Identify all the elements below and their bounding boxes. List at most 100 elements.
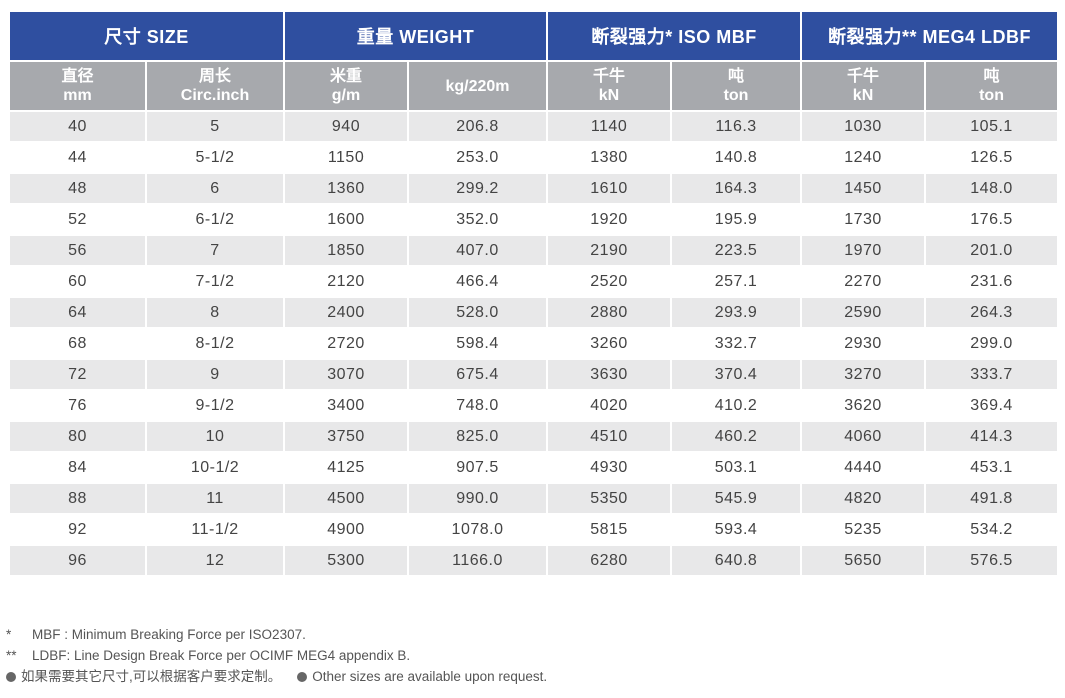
subheader-line2: mm	[63, 87, 92, 104]
subheader-line1: 千牛	[593, 68, 626, 85]
table-row: 44 5-1/2 1150 253.0 1380 140.8 1240 126.5	[8, 141, 1060, 174]
cell-weight-kg220m: 407.0	[407, 234, 549, 267]
cell-ldbf-kn: 4440	[800, 451, 927, 484]
cell-mbf-ton: 140.8	[670, 141, 803, 174]
cell-circumference: 9-1/2	[144, 389, 286, 422]
cell-mbf-ton: 116.3	[670, 110, 803, 143]
subheader-line1: 周长	[199, 68, 232, 85]
cell-mbf-kn: 1140	[546, 110, 673, 143]
cell-diameter: 68	[8, 327, 147, 360]
cell-ldbf-kn: 2590	[800, 296, 927, 329]
footnote-text: MBF : Minimum Breaking Force per ISO2307…	[32, 627, 306, 642]
table-row: 48 6 1360 299.2 1610 164.3 1450 148.0	[8, 172, 1060, 205]
cell-circumference: 11	[144, 482, 286, 515]
subheader-weight-kg220m: kg/220m	[407, 60, 549, 112]
cell-ldbf-ton: 369.4	[924, 389, 1060, 422]
cell-diameter: 96	[8, 544, 147, 577]
table-row: 84 10-1/2 4125 907.5 4930 503.1 4440 453.1	[8, 451, 1060, 484]
cell-mbf-kn: 1380	[546, 141, 673, 174]
cell-ldbf-ton: 299.0	[924, 327, 1060, 360]
cell-ldbf-kn: 3270	[800, 358, 927, 391]
cell-ldbf-kn: 1450	[800, 172, 927, 205]
cell-circumference: 10-1/2	[144, 451, 286, 484]
footnote-marker: *	[6, 627, 12, 642]
cell-weight-gm: 2400	[283, 296, 410, 329]
footnote-text: LDBF: Line Design Break Force per OCIMF …	[32, 648, 411, 663]
cell-mbf-ton: 593.4	[670, 513, 803, 546]
cell-ldbf-ton: 176.5	[924, 203, 1060, 236]
cell-ldbf-kn: 2270	[800, 265, 927, 298]
cell-circumference: 5	[144, 110, 286, 143]
subheader-diameter: 直径 mm	[8, 60, 147, 112]
cell-ldbf-ton: 414.3	[924, 420, 1060, 453]
cell-mbf-ton: 223.5	[670, 234, 803, 267]
cell-weight-gm: 3070	[283, 358, 410, 391]
subheader-line1: 直径	[61, 68, 94, 85]
rope-spec-table: 尺寸 SIZE 重量 WEIGHT 断裂强力* ISO MBF 断裂强力** M…	[7, 10, 1060, 577]
cell-circumference: 8-1/2	[144, 327, 286, 360]
cell-ldbf-ton: 534.2	[924, 513, 1060, 546]
sizes-note-cn: 如果需要其它尺寸,可以根据客户要求定制。	[21, 669, 282, 684]
sub-header-row: 直径 mm 周长 Circ.inch 米重 g/m kg/220m 千牛 kN 吨 ton…	[8, 60, 1060, 112]
subheader-circumference: 周长 Circ.inch	[144, 60, 286, 112]
cell-weight-gm: 4900	[283, 513, 410, 546]
cell-mbf-kn: 2520	[546, 265, 673, 298]
cell-weight-kg220m: 1078.0	[407, 513, 549, 546]
cell-circumference: 8	[144, 296, 286, 329]
cell-ldbf-ton: 576.5	[924, 544, 1060, 577]
cell-ldbf-kn: 2930	[800, 327, 927, 360]
cell-mbf-kn: 5350	[546, 482, 673, 515]
cell-ldbf-kn: 5650	[800, 544, 927, 577]
bullet-icon	[6, 672, 16, 682]
cell-circumference: 7	[144, 234, 286, 267]
spec-table-container: 尺寸 SIZE 重量 WEIGHT 断裂强力* ISO MBF 断裂强力** M…	[7, 10, 1060, 577]
header-iso-mbf: 断裂强力* ISO MBF	[546, 10, 803, 62]
cell-mbf-kn: 5815	[546, 513, 673, 546]
cell-diameter: 80	[8, 420, 147, 453]
cell-weight-kg220m: 598.4	[407, 327, 549, 360]
cell-ldbf-ton: 201.0	[924, 234, 1060, 267]
subheader-line1: 吨	[728, 68, 745, 85]
group-header-row: 尺寸 SIZE 重量 WEIGHT 断裂强力* ISO MBF 断裂强力** M…	[7, 10, 1060, 62]
cell-mbf-kn: 1920	[546, 203, 673, 236]
cell-ldbf-kn: 3620	[800, 389, 927, 422]
cell-weight-gm: 1600	[283, 203, 410, 236]
bullet-icon	[297, 672, 308, 682]
table-row: 52 6-1/2 1600 352.0 1920 195.9 1730 176.5	[8, 203, 1060, 236]
cell-ldbf-kn: 1240	[800, 141, 927, 174]
subheader-mbf-ton: 吨 ton	[670, 60, 803, 112]
cell-mbf-ton: 332.7	[670, 327, 803, 360]
cell-diameter: 88	[8, 482, 147, 515]
cell-weight-gm: 5300	[283, 544, 410, 577]
table-row: 68 8-1/2 2720 598.4 3260 332.7 2930 299.0	[8, 327, 1060, 360]
cell-mbf-ton: 640.8	[670, 544, 803, 577]
cell-mbf-kn: 3630	[546, 358, 673, 391]
cell-ldbf-kn: 4060	[800, 420, 927, 453]
cell-weight-gm: 1150	[283, 141, 410, 174]
footnote-mbf: * MBF : Minimum Breaking Force per ISO230…	[6, 624, 547, 645]
cell-ldbf-ton: 105.1	[924, 110, 1060, 143]
table-body: 40 5 940 206.8 1140 116.3 1030 105.1 44 5-1/2 1150…	[8, 110, 1060, 577]
cell-mbf-kn: 6280	[546, 544, 673, 577]
subheader-line2: ton	[979, 87, 1004, 104]
cell-weight-gm: 1360	[283, 172, 410, 205]
table-row: 80 10 3750 825.0 4510 460.2 4060 414.3	[8, 420, 1060, 453]
table-row: 40 5 940 206.8 1140 116.3 1030 105.1	[8, 110, 1060, 143]
table-row: 76 9-1/2 3400 748.0 4020 410.2 3620 369.4	[8, 389, 1060, 422]
subheader-ldbf-ton: 吨 ton	[924, 60, 1060, 112]
cell-ldbf-ton: 148.0	[924, 172, 1060, 205]
header-size: 尺寸 SIZE	[7, 10, 286, 62]
header-weight: 重量 WEIGHT	[283, 10, 549, 62]
cell-mbf-ton: 195.9	[670, 203, 803, 236]
cell-diameter: 92	[8, 513, 147, 546]
cell-mbf-kn: 3260	[546, 327, 673, 360]
cell-ldbf-ton: 231.6	[924, 265, 1060, 298]
footnote-marker: **	[6, 648, 17, 663]
cell-ldbf-ton: 453.1	[924, 451, 1060, 484]
subheader-line1: 千牛	[847, 68, 880, 85]
cell-mbf-ton: 370.4	[670, 358, 803, 391]
cell-weight-kg220m: 299.2	[407, 172, 549, 205]
subheader-weight-gm: 米重 g/m	[283, 60, 410, 112]
cell-circumference: 6	[144, 172, 286, 205]
cell-diameter: 48	[8, 172, 147, 205]
